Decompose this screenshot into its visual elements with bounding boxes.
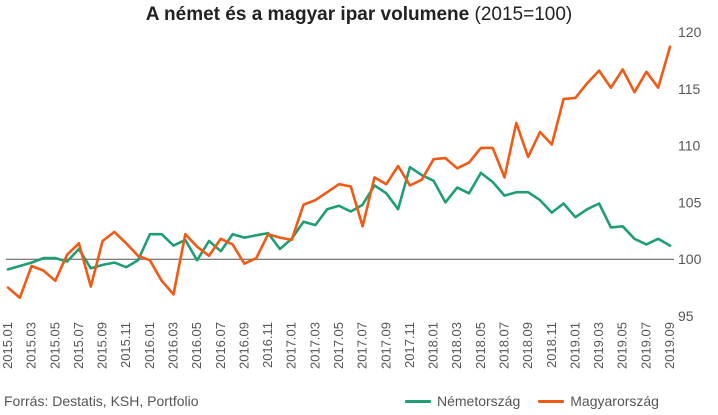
x-tick-label: 2017.05 bbox=[331, 322, 346, 369]
source-note: Forrás: Destatis, KSH, Portfolio bbox=[4, 393, 199, 409]
x-tick-label: 2015.07 bbox=[71, 322, 86, 369]
x-tick-label: 2017.07 bbox=[355, 322, 370, 369]
x-tick-label: 2016.07 bbox=[213, 322, 228, 369]
y-tick-label: 120 bbox=[678, 24, 702, 40]
x-tick-label: 2017.11 bbox=[402, 322, 417, 368]
x-tick-label: 2016.01 bbox=[142, 322, 157, 369]
x-tick-label: 2015.01 bbox=[0, 322, 15, 369]
x-tick-label: 2017.09 bbox=[378, 322, 393, 369]
x-tick-label: 2019.01 bbox=[567, 322, 582, 369]
x-tick-label: 2018.11 bbox=[544, 322, 559, 368]
x-tick-label: 2019.07 bbox=[638, 322, 653, 369]
legend-swatch-hungary bbox=[538, 399, 565, 403]
chart-title-suffix: (2015=100) bbox=[469, 4, 573, 25]
y-tick-label: 110 bbox=[678, 138, 701, 154]
x-tick-label: 2016.05 bbox=[189, 322, 204, 369]
legend-item-germany: Németország bbox=[405, 393, 520, 409]
series-line-hungary bbox=[6, 45, 672, 300]
x-tick-label: 2019.09 bbox=[662, 322, 677, 369]
x-tick-label: 2015.05 bbox=[47, 322, 62, 369]
y-tick-label: 95 bbox=[678, 308, 694, 324]
x-tick-label: 2016.03 bbox=[166, 322, 181, 369]
x-tick-label: 2018.05 bbox=[473, 322, 488, 369]
x-tick-label: 2015.11 bbox=[118, 322, 133, 368]
x-tick-label: 2019.05 bbox=[615, 322, 630, 369]
x-tick-label: 2018.03 bbox=[449, 322, 464, 369]
x-tick-label: 2018.09 bbox=[520, 322, 535, 369]
x-tick-label: 2017.03 bbox=[307, 322, 322, 369]
x-tick-label: 2018.07 bbox=[497, 322, 512, 369]
legend-swatch-germany bbox=[405, 399, 431, 403]
x-tick-label: 2018.01 bbox=[426, 322, 441, 369]
chart-title: A német és a magyar ipar volumene (2015=… bbox=[0, 4, 718, 26]
series-line-germany bbox=[6, 165, 672, 271]
x-tick-label: 2017.01 bbox=[284, 322, 299, 369]
y-tick-label: 105 bbox=[678, 194, 702, 210]
x-tick-label: 2015.09 bbox=[95, 322, 110, 369]
legend-item-hungary: Magyarország bbox=[538, 393, 659, 409]
legend-label-germany: Németország bbox=[437, 393, 521, 409]
x-tick-label: 2016.11 bbox=[260, 322, 275, 368]
x-tick-label: 2015.03 bbox=[24, 322, 39, 369]
chart-title-main: A német és a magyar ipar volumene bbox=[145, 4, 470, 25]
y-tick-label: 100 bbox=[678, 251, 702, 267]
y-tick-label: 115 bbox=[678, 81, 701, 97]
x-tick-label: 2016.09 bbox=[236, 322, 251, 369]
legend-label-hungary: Magyarország bbox=[570, 393, 659, 409]
legend: Németország Magyarország bbox=[405, 393, 659, 409]
x-tick-label: 2019.03 bbox=[591, 322, 606, 369]
